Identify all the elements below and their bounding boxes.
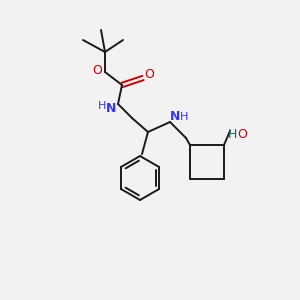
Text: O: O [237, 128, 247, 142]
Text: O: O [92, 64, 102, 77]
Text: H: H [180, 112, 188, 122]
Text: H: H [227, 128, 237, 142]
Text: H: H [98, 101, 106, 111]
Text: O: O [144, 68, 154, 80]
Text: N: N [106, 101, 116, 115]
Text: N: N [170, 110, 180, 124]
